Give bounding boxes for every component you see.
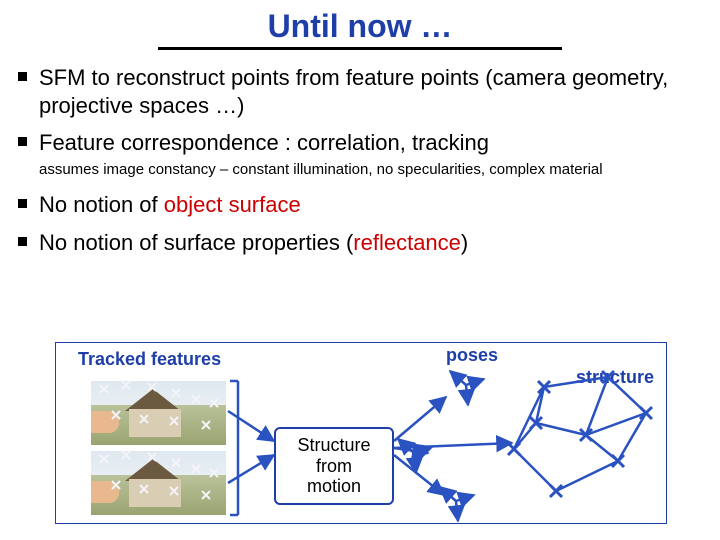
sfm-line2: from motion [307,456,361,497]
bullet-item: SFM to reconstruct points from feature p… [18,64,702,119]
bullet-icon [18,237,27,246]
tracked-thumb-1 [91,381,226,445]
bullet-text: No notion of object surface [39,191,301,219]
bullet-icon [18,137,27,146]
bullet-list: SFM to reconstruct points from feature p… [18,64,702,256]
bullet-text: No notion of surface properties (reflect… [39,229,468,257]
slide-title: Until now … [158,8,563,50]
bullet-item: No notion of object surface [18,191,702,219]
diagram-container: Tracked features poses structure Structu… [55,342,667,524]
tracked-features-label: Tracked features [78,349,221,370]
bullet-icon [18,72,27,81]
poses-label: poses [446,345,498,366]
tracked-thumb-2 [91,451,226,515]
structure-label: structure [576,367,654,388]
sfm-line1: Structure [297,435,370,455]
bullet-item: No notion of surface properties (reflect… [18,229,702,257]
bullet-text: SFM to reconstruct points from feature p… [39,64,702,119]
bullet-icon [18,199,27,208]
bullet-subtext: assumes image constancy – constant illum… [39,161,702,180]
sfm-box: Structure from motion [274,427,394,505]
bullet-item: Feature correspondence : correlation, tr… [18,129,702,157]
bullet-text: Feature correspondence : correlation, tr… [39,129,489,157]
